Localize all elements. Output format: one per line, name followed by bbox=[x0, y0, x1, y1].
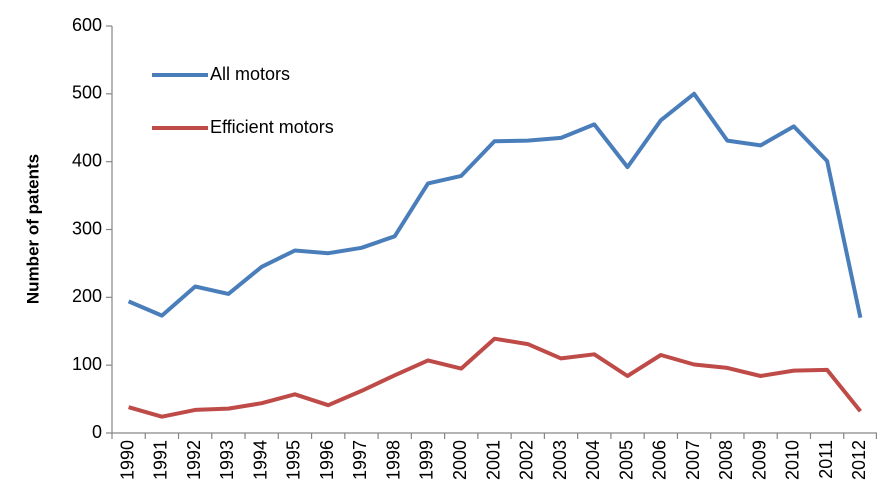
x-tick-label: 2009 bbox=[749, 440, 769, 480]
y-tick-label: 0 bbox=[92, 422, 102, 442]
x-tick-label: 1994 bbox=[250, 440, 270, 480]
x-tick-label: 1990 bbox=[117, 440, 137, 480]
y-tick-label: 500 bbox=[72, 83, 102, 103]
x-tick-label: 1996 bbox=[317, 440, 337, 480]
x-tick-label: 2011 bbox=[816, 440, 836, 479]
y-axis-label: Number of patents bbox=[23, 154, 42, 304]
x-tick-label: 1993 bbox=[217, 440, 237, 480]
x-tick-label: 2003 bbox=[550, 440, 570, 480]
series-line bbox=[127, 91, 863, 319]
y-tick-label: 200 bbox=[72, 286, 102, 306]
x-tick-label: 2012 bbox=[849, 440, 869, 480]
x-tick-label: 1998 bbox=[383, 440, 403, 480]
y-tick-label: 600 bbox=[72, 15, 102, 35]
x-tick-label: 2004 bbox=[583, 440, 603, 480]
x-tick-label: 1997 bbox=[350, 440, 370, 480]
y-tick-label: 400 bbox=[72, 150, 102, 170]
x-tick-label: 2007 bbox=[683, 440, 703, 480]
x-tick-label: 2008 bbox=[716, 440, 736, 480]
x-tick-label: 1995 bbox=[284, 440, 304, 480]
x-tick-label: 2002 bbox=[517, 440, 537, 480]
x-tick-label: 2001 bbox=[483, 440, 503, 480]
y-tick-label: 300 bbox=[72, 218, 102, 238]
x-tick-label: 1992 bbox=[184, 440, 204, 480]
x-tick-label: 2000 bbox=[450, 440, 470, 480]
x-tick-label: 1991 bbox=[151, 440, 171, 480]
legend-label: Efficient motors bbox=[210, 117, 334, 137]
series-line bbox=[128, 336, 862, 419]
x-tick-label: 2010 bbox=[783, 440, 803, 480]
x-tick-label: 2005 bbox=[616, 440, 636, 480]
x-tick-label: 1999 bbox=[417, 440, 437, 480]
x-tick-label: 2006 bbox=[650, 440, 670, 480]
legend-label: All motors bbox=[210, 64, 290, 84]
y-tick-label: 100 bbox=[72, 354, 102, 374]
